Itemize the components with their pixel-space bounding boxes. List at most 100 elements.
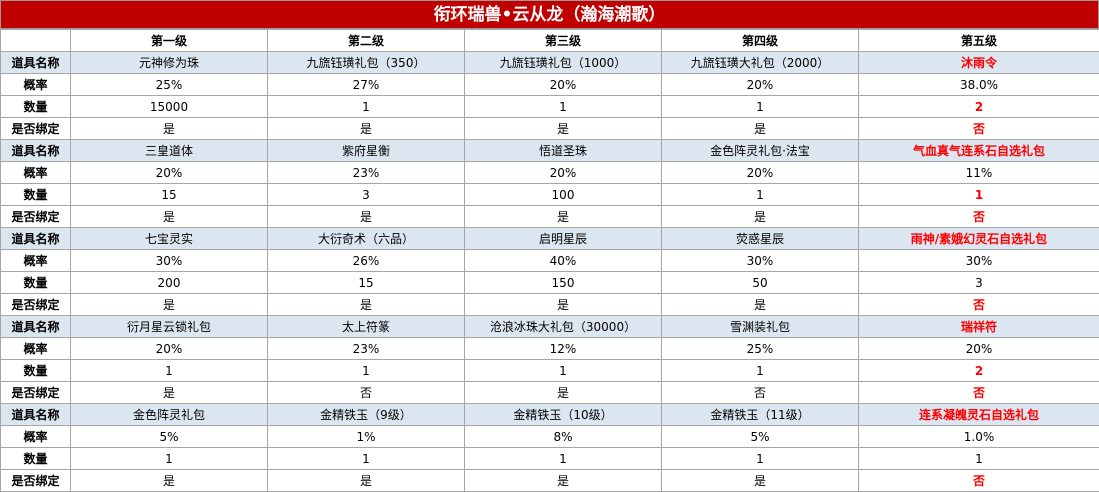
cell-level-2: 太上符篆 bbox=[268, 316, 465, 338]
cell-level-1: 是 bbox=[71, 118, 268, 140]
row-label: 是否绑定 bbox=[1, 294, 71, 316]
cell-level-3: 1 bbox=[465, 360, 662, 382]
row-label: 道具名称 bbox=[1, 140, 71, 162]
cell-level-4: 1 bbox=[662, 96, 859, 118]
cell-level-1: 七宝灵实 bbox=[71, 228, 268, 250]
cell-level-5: 否 bbox=[859, 294, 1099, 316]
bound-row: 是否绑定是是是是否 bbox=[1, 206, 1099, 228]
cell-level-2: 是 bbox=[268, 118, 465, 140]
cell-level-5: 2 bbox=[859, 96, 1099, 118]
cell-level-1: 是 bbox=[71, 294, 268, 316]
cell-level-2: 否 bbox=[268, 382, 465, 404]
row-label: 道具名称 bbox=[1, 316, 71, 338]
cell-level-3: 150 bbox=[465, 272, 662, 294]
cell-level-3: 沧浪冰珠大礼包（30000） bbox=[465, 316, 662, 338]
cell-level-3: 是 bbox=[465, 118, 662, 140]
cell-level-1: 三皇道体 bbox=[71, 140, 268, 162]
cell-level-2: 1% bbox=[268, 426, 465, 448]
item-name-row: 道具名称元神修为珠九旒钰璜礼包（350）九旒钰璜礼包（1000）九旒钰璜大礼包（… bbox=[1, 52, 1099, 74]
cell-level-4: 金色阵灵礼包·法宝 bbox=[662, 140, 859, 162]
row-label: 是否绑定 bbox=[1, 206, 71, 228]
row-label: 道具名称 bbox=[1, 52, 71, 74]
row-label: 是否绑定 bbox=[1, 470, 71, 492]
item-name-row: 道具名称三皇道体紫府星衡悟道圣珠金色阵灵礼包·法宝气血真气连系石自选礼包 bbox=[1, 140, 1099, 162]
row-label: 道具名称 bbox=[1, 228, 71, 250]
header-level-1: 第一级 bbox=[71, 30, 268, 52]
cell-level-1: 15 bbox=[71, 184, 268, 206]
cell-level-2: 是 bbox=[268, 206, 465, 228]
row-label: 是否绑定 bbox=[1, 382, 71, 404]
cell-level-4: 1 bbox=[662, 448, 859, 470]
row-label: 数量 bbox=[1, 96, 71, 118]
row-label: 概率 bbox=[1, 426, 71, 448]
cell-level-2: 是 bbox=[268, 294, 465, 316]
cell-level-4: 5% bbox=[662, 426, 859, 448]
cell-level-3: 是 bbox=[465, 382, 662, 404]
cell-level-1: 衍月星云锁礼包 bbox=[71, 316, 268, 338]
cell-level-1: 是 bbox=[71, 206, 268, 228]
cell-level-4: 30% bbox=[662, 250, 859, 272]
cell-level-5: 1 bbox=[859, 448, 1099, 470]
cell-level-2: 23% bbox=[268, 338, 465, 360]
row-label: 数量 bbox=[1, 360, 71, 382]
cell-level-5: 瑞祥符 bbox=[859, 316, 1099, 338]
cell-level-4: 20% bbox=[662, 74, 859, 96]
cell-level-4: 1 bbox=[662, 184, 859, 206]
cell-level-4: 50 bbox=[662, 272, 859, 294]
row-label: 道具名称 bbox=[1, 404, 71, 426]
row-label: 数量 bbox=[1, 184, 71, 206]
cell-level-5: 11% bbox=[859, 162, 1099, 184]
cell-level-1: 20% bbox=[71, 338, 268, 360]
header-row: 第一级 第二级 第三级 第四级 第五级 bbox=[1, 30, 1099, 52]
reward-table: 第一级 第二级 第三级 第四级 第五级 道具名称元神修为珠九旒钰璜礼包（350）… bbox=[0, 29, 1099, 492]
cell-level-3: 1 bbox=[465, 448, 662, 470]
cell-level-3: 是 bbox=[465, 206, 662, 228]
row-label: 数量 bbox=[1, 272, 71, 294]
cell-level-4: 是 bbox=[662, 118, 859, 140]
cell-level-5: 雨神/素娥幻灵石自选礼包 bbox=[859, 228, 1099, 250]
cell-level-1: 金色阵灵礼包 bbox=[71, 404, 268, 426]
item-name-row: 道具名称七宝灵实大衍奇术（六品）启明星辰荧惑星辰雨神/素娥幻灵石自选礼包 bbox=[1, 228, 1099, 250]
header-level-3: 第三级 bbox=[465, 30, 662, 52]
cell-level-3: 1 bbox=[465, 96, 662, 118]
bound-row: 是否绑定是否是否否 bbox=[1, 382, 1099, 404]
cell-level-5: 3 bbox=[859, 272, 1099, 294]
cell-level-5: 1 bbox=[859, 184, 1099, 206]
cell-level-2: 15 bbox=[268, 272, 465, 294]
cell-level-3: 是 bbox=[465, 470, 662, 492]
cell-level-5: 连系凝魄灵石自选礼包 bbox=[859, 404, 1099, 426]
cell-level-4: 金精铁玉（11级） bbox=[662, 404, 859, 426]
row-label: 是否绑定 bbox=[1, 118, 71, 140]
cell-level-1: 200 bbox=[71, 272, 268, 294]
cell-level-1: 1 bbox=[71, 360, 268, 382]
cell-level-1: 25% bbox=[71, 74, 268, 96]
cell-level-2: 1 bbox=[268, 360, 465, 382]
cell-level-3: 九旒钰璜礼包（1000） bbox=[465, 52, 662, 74]
cell-level-1: 15000 bbox=[71, 96, 268, 118]
cell-level-5: 1.0% bbox=[859, 426, 1099, 448]
cell-level-5: 气血真气连系石自选礼包 bbox=[859, 140, 1099, 162]
cell-level-3: 20% bbox=[465, 162, 662, 184]
bound-row: 是否绑定是是是是否 bbox=[1, 470, 1099, 492]
cell-level-4: 否 bbox=[662, 382, 859, 404]
cell-level-4: 是 bbox=[662, 294, 859, 316]
bound-row: 是否绑定是是是是否 bbox=[1, 294, 1099, 316]
cell-level-3: 是 bbox=[465, 294, 662, 316]
item-name-row: 道具名称衍月星云锁礼包太上符篆沧浪冰珠大礼包（30000）雪渊装礼包瑞祥符 bbox=[1, 316, 1099, 338]
table-title: 衔环瑞兽•云从龙（瀚海潮歌） bbox=[0, 0, 1099, 29]
row-label: 数量 bbox=[1, 448, 71, 470]
cell-level-4: 是 bbox=[662, 206, 859, 228]
cell-level-3: 20% bbox=[465, 74, 662, 96]
cell-level-4: 25% bbox=[662, 338, 859, 360]
cell-level-5: 20% bbox=[859, 338, 1099, 360]
cell-level-2: 是 bbox=[268, 470, 465, 492]
